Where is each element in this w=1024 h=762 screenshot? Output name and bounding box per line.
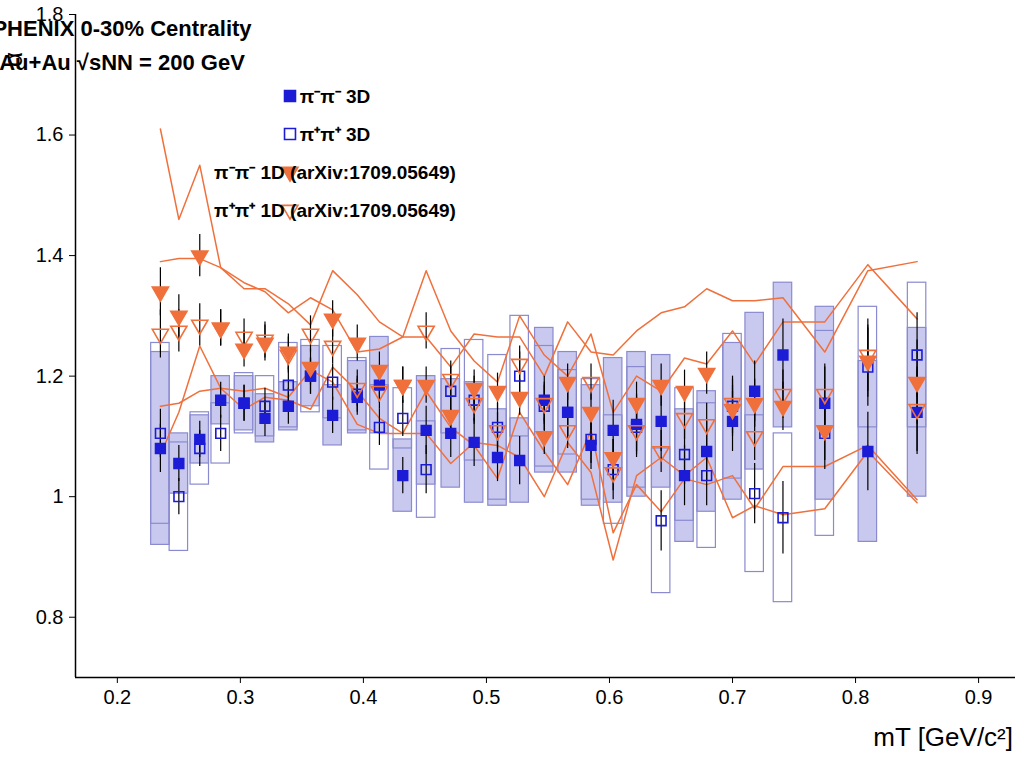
svg-text:0.4: 0.4: [349, 686, 377, 708]
svg-text:PHENIX 0-30% Centrality: PHENIX 0-30% Centrality: [0, 16, 252, 41]
svg-text:0.8: 0.8: [842, 686, 870, 708]
svg-text:0.2: 0.2: [103, 686, 131, 708]
svg-text:π⁺π⁺ 3D: π⁺π⁺ 3D: [300, 124, 371, 145]
svg-text:0.5: 0.5: [473, 686, 501, 708]
svg-text:1: 1: [52, 485, 63, 507]
svg-text:π⁺π⁺ 1D (arXiv:1709.05649): π⁺π⁺ 1D (arXiv:1709.05649): [214, 200, 456, 221]
svg-text:mT [GeV/c²]: mT [GeV/c²]: [873, 722, 1013, 752]
svg-text:0.6: 0.6: [596, 686, 624, 708]
svg-text:1.8: 1.8: [35, 2, 64, 25]
svg-text:0.3: 0.3: [226, 686, 254, 708]
svg-text:π⁻π⁻ 3D: π⁻π⁻ 3D: [300, 86, 371, 107]
svg-text:0.9: 0.9: [965, 686, 993, 708]
svg-text:0.8: 0.8: [36, 606, 64, 628]
svg-text:1.4: 1.4: [36, 244, 64, 266]
svg-text:1.2: 1.2: [36, 365, 64, 387]
svg-text:Au+Au √sNN = 200 GeV: Au+Au √sNN = 200 GeV: [0, 50, 245, 75]
svg-text:π⁻π⁻ 1D (arXiv:1709.05649): π⁻π⁻ 1D (arXiv:1709.05649): [214, 162, 456, 183]
svg-text:1.6: 1.6: [36, 123, 64, 145]
svg-text:0.7: 0.7: [719, 686, 747, 708]
svg-text:α: α: [0, 52, 28, 67]
